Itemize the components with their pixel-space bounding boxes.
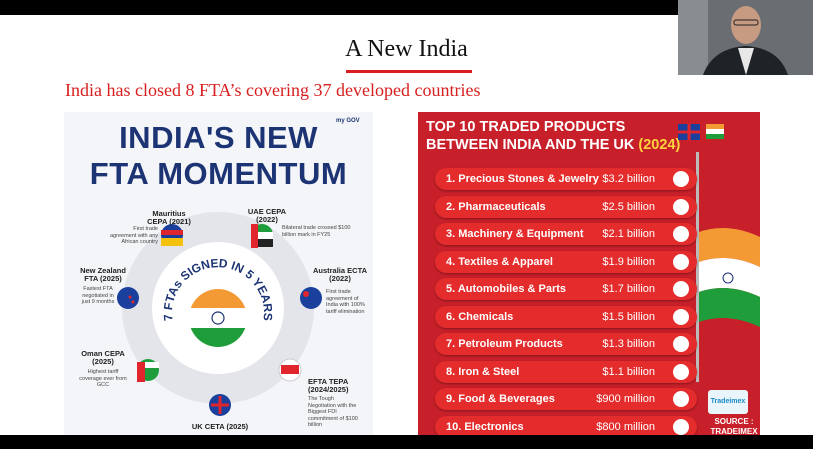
product-icon [673, 391, 689, 407]
fta-title: UK CETA (2025) [191, 422, 249, 431]
product-name: 8. Iron & Steel [446, 365, 520, 378]
product-row: 9. Food & Beverages $900 million [435, 388, 697, 410]
product-row: 2. Pharmaceuticals $2.5 billion [435, 195, 697, 218]
fta-title: New Zealand FTA (2025) [80, 266, 126, 283]
product-row: 7. Petroleum Products $1.3 billion [435, 333, 697, 355]
product-name: 4. Textiles & Apparel [446, 255, 553, 268]
product-icon [673, 253, 689, 270]
product-name: 1. Precious Stones & Jewelry [446, 173, 599, 185]
product-value: $2.1 billion [602, 228, 655, 240]
infographic-art: 7 FTAs SIGNED IN 5 YEARS [117, 212, 322, 416]
slide-subtitle: India has closed 8 FTA’s covering 37 dev… [65, 80, 481, 100]
product-name: 6. Chemicals [446, 310, 514, 323]
flag-icons [678, 124, 724, 140]
product-name: 7. Petroleum Products [446, 338, 563, 350]
product-value: $3.2 billion [602, 173, 655, 185]
fta-infographic: 7 FTAs SIGNED IN 5 YEARS my GOV INDIA'S … [64, 112, 373, 435]
product-row: 5. Automobiles & Parts $1.7 billion [435, 278, 697, 300]
product-name: 5. Automobiles & Parts [446, 283, 567, 295]
trade-panel: TOP 10 TRADED PRODUCTS BETWEEN INDIA AND… [418, 112, 760, 435]
title-underline [346, 70, 472, 73]
fta-title: Australia ECTA (2022) [312, 266, 368, 283]
product-value: $1.1 billion [602, 365, 655, 378]
fta-desc: First trade agreement of India with 100%… [326, 289, 365, 315]
tradeimex-logo: Tradeimex [708, 390, 748, 414]
fta-title: Mauritius CEPA (2021) [147, 209, 191, 226]
product-row: 10. Electronics $800 million [435, 415, 697, 435]
fta-desc: Highest tariff coverage ever from GCC [79, 369, 127, 388]
product-name: 10. Electronics [446, 420, 524, 433]
webcam-image [678, 0, 813, 75]
product-value: $1.7 billion [602, 283, 655, 295]
fta-desc: Bilateral trade crossed $100 billion mar… [282, 225, 351, 238]
product-row: 1. Precious Stones & Jewelry $3.2 billion [435, 168, 697, 190]
fta-desc: Fastest FTA negotiated in just 9 months [81, 286, 115, 305]
infographic-title: FTA MOMENTUM [89, 156, 348, 191]
product-row: 3. Machinery & Equipment $2.1 billion [435, 223, 697, 245]
fta-title: EFTA TEPA (2024/2025) [308, 377, 349, 394]
bottom-bar [0, 435, 813, 449]
product-icon [673, 336, 689, 352]
product-value: $800 million [596, 420, 655, 433]
product-icon [673, 418, 689, 435]
product-icon [673, 226, 689, 242]
slide-title: A New India [345, 36, 468, 62]
product-icon [673, 198, 689, 215]
source: TRADEIMEX [710, 427, 758, 435]
product-value: $900 million [596, 393, 655, 405]
webcam-feed [678, 0, 813, 75]
fta-title: UAE CEPA (2022) [247, 207, 287, 224]
flags [117, 224, 322, 416]
product-icon [673, 171, 689, 187]
product-value: $1.3 billion [602, 338, 655, 350]
product-value: $2.5 billion [602, 200, 655, 213]
product-name: 2. Pharmaceuticals [446, 200, 546, 213]
flag-decoration [696, 152, 760, 382]
product-icon [673, 281, 689, 297]
product-icon [673, 363, 689, 380]
product-row: 4. Textiles & Apparel $1.9 billion [435, 250, 697, 273]
infographic-title: INDIA'S NEW [119, 120, 318, 155]
fta-title: Oman CEPA (2025) [81, 349, 125, 366]
source-label: SOURCE : [714, 417, 754, 426]
fta-desc: First trade agreement with any African c… [110, 226, 158, 245]
mygov-logo: my GOV [336, 118, 360, 124]
product-row: 6. Chemicals $1.5 billion [435, 305, 697, 328]
fta-desc: The Tough Negotiation with the Biggest F… [308, 396, 358, 428]
product-name: 3. Machinery & Equipment [446, 228, 584, 240]
product-value: $1.5 billion [602, 310, 655, 323]
product-row: 8. Iron & Steel $1.1 billion [435, 360, 697, 383]
india-flag [189, 289, 247, 347]
product-icon [673, 308, 689, 325]
panel-title: TOP 10 TRADED PRODUCTS BETWEEN INDIA AND… [426, 119, 681, 153]
product-value: $1.9 billion [602, 255, 655, 268]
product-name: 9. Food & Beverages [446, 393, 555, 405]
